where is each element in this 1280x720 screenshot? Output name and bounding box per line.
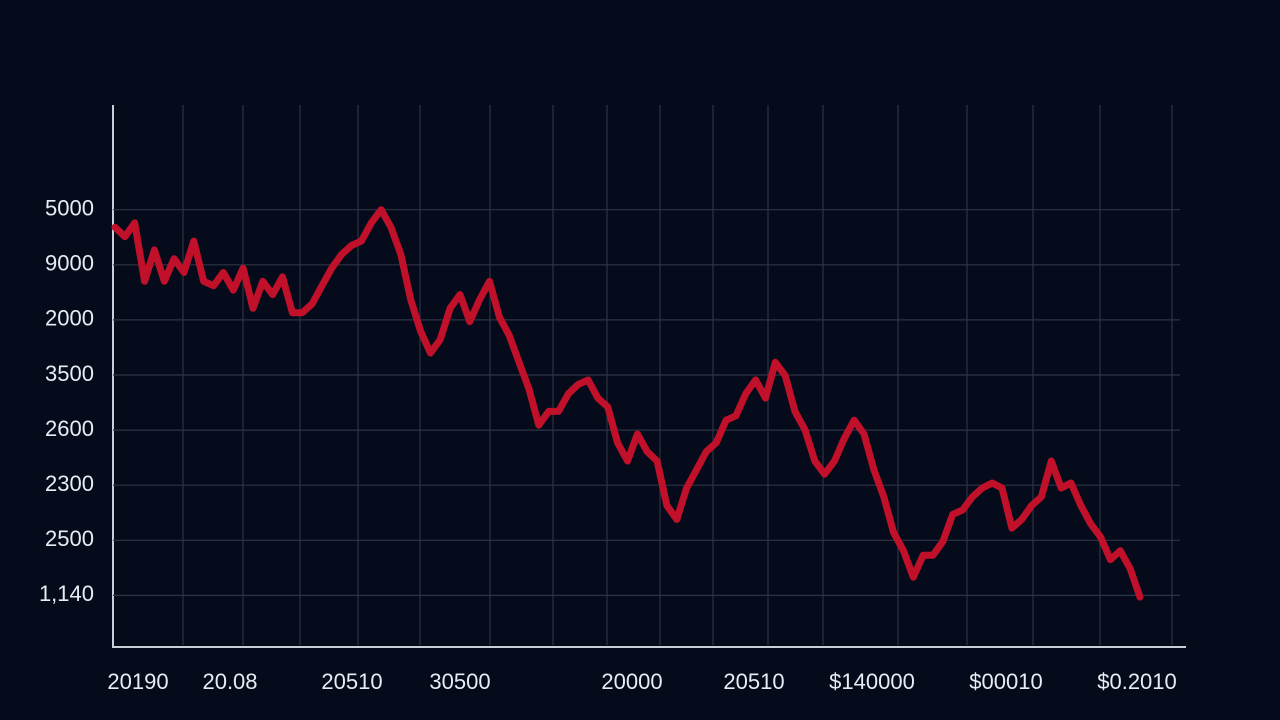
y-tick-label: 3500 bbox=[45, 361, 94, 386]
y-tick-label: 2300 bbox=[45, 471, 94, 496]
y-tick-label: 1,140 bbox=[39, 581, 94, 606]
x-tick-label: 20510 bbox=[321, 669, 382, 694]
x-tick-label: 20000 bbox=[601, 669, 662, 694]
x-tick-label: $00010 bbox=[969, 669, 1042, 694]
y-tick-label: 5000 bbox=[45, 196, 94, 221]
price-line bbox=[111, 206, 1144, 601]
x-tick-label: $0.2010 bbox=[1097, 669, 1177, 694]
x-tick-label: 20.08 bbox=[202, 669, 257, 694]
y-tick-label: 2000 bbox=[45, 306, 94, 331]
y-tick-label: 2500 bbox=[45, 526, 94, 551]
y-tick-label: 2600 bbox=[45, 416, 94, 441]
x-tick-label: 20190 bbox=[107, 669, 168, 694]
x-tick-label: $140000 bbox=[829, 669, 915, 694]
x-tick-label: 30500 bbox=[429, 669, 490, 694]
y-tick-label: 9000 bbox=[45, 251, 94, 276]
x-tick-label: 20510 bbox=[723, 669, 784, 694]
